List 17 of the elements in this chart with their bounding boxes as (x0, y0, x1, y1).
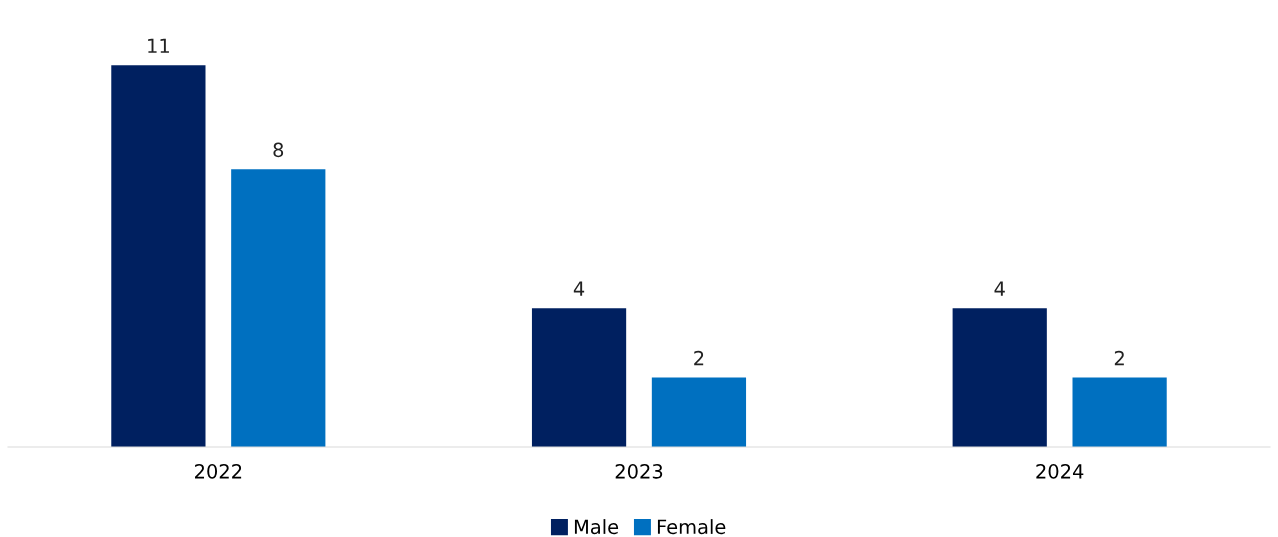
data-label: 2 (694, 350, 704, 366)
bar (651, 377, 747, 447)
data-label: 4 (573, 281, 585, 296)
legend-label: Female (657, 519, 726, 535)
data-label: 2 (1114, 350, 1124, 366)
bar (231, 169, 326, 447)
bar (531, 308, 627, 447)
x-tick-label: 2022 (195, 464, 242, 479)
x-tick-label: 2024 (1036, 464, 1084, 479)
bar (1072, 377, 1167, 447)
x-tick-label: 2023 (615, 464, 663, 479)
bar (952, 308, 1047, 447)
data-label: 11 (148, 38, 169, 53)
legend-label: Male (574, 519, 619, 535)
bar (111, 65, 206, 447)
data-label: 4 (994, 281, 1005, 296)
data-label: 8 (273, 142, 284, 158)
